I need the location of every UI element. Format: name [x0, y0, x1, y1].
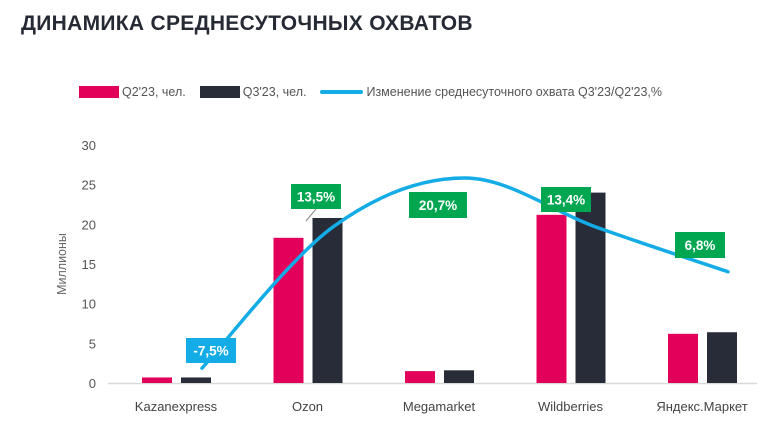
y-tick-label: 10 [82, 297, 96, 312]
bar-q3 [312, 217, 343, 383]
legend-item-q2: Q2'23, чел. [79, 85, 186, 99]
change-label-box [541, 187, 591, 212]
y-tick-label: 5 [89, 336, 96, 351]
bar-q3 [444, 370, 474, 383]
legend: Q2'23, чел. Q3'23, чел. Изменение средне… [79, 85, 676, 99]
legend-item-change: Изменение среднесуточного охвата Q3'23/Q… [320, 85, 662, 99]
legend-label-change: Изменение среднесуточного охвата Q3'23/Q… [366, 85, 663, 99]
bar-q2 [142, 377, 172, 383]
legend-swatch-line [320, 90, 364, 94]
change-line [200, 176, 730, 370]
legend-label-q3: Q3'23, чел. [242, 85, 307, 99]
x-tick-label: Kazanexpress [135, 399, 218, 414]
change-label: 13,5% [297, 190, 335, 205]
change-label: 20,7% [419, 198, 457, 213]
y-tick-label: 20 [82, 217, 96, 232]
label-leader-line [305, 208, 317, 222]
x-tick-label: Wildberries [538, 399, 604, 414]
y-tick-label: 25 [82, 178, 96, 193]
chart-title: ДИНАМИКА СРЕДНЕСУТОЧНЫХ ОХВАТОВ [21, 12, 473, 35]
y-axis-title: Миллионы [55, 233, 69, 295]
change-label-box [409, 192, 467, 218]
bar-q3 [181, 377, 211, 383]
change-label: 6,8% [685, 238, 716, 253]
bar-q2 [536, 214, 567, 383]
bar-q2 [273, 237, 304, 383]
legend-swatch-q2 [79, 86, 119, 98]
y-tick-label: 15 [82, 257, 96, 272]
change-label: -7,5% [193, 344, 228, 359]
change-label: 13,4% [547, 193, 585, 208]
change-label-box [186, 338, 236, 363]
y-tick-label: 0 [89, 376, 96, 391]
y-tick-label: 30 [82, 138, 96, 153]
x-tick-label: Megamarket [403, 399, 476, 414]
x-tick-label: Яндекс.Маркет [656, 399, 747, 414]
change-label-box [291, 184, 341, 209]
bar-q2 [668, 333, 698, 383]
legend-item-q3: Q3'23, чел. [199, 85, 307, 99]
x-tick-label: Ozon [292, 399, 323, 414]
legend-swatch-q3 [199, 86, 240, 98]
bar-q2 [405, 371, 435, 383]
change-label-box [675, 232, 725, 258]
legend-label-q2: Q2'23, чел. [122, 85, 186, 99]
bar-q3 [707, 332, 737, 383]
